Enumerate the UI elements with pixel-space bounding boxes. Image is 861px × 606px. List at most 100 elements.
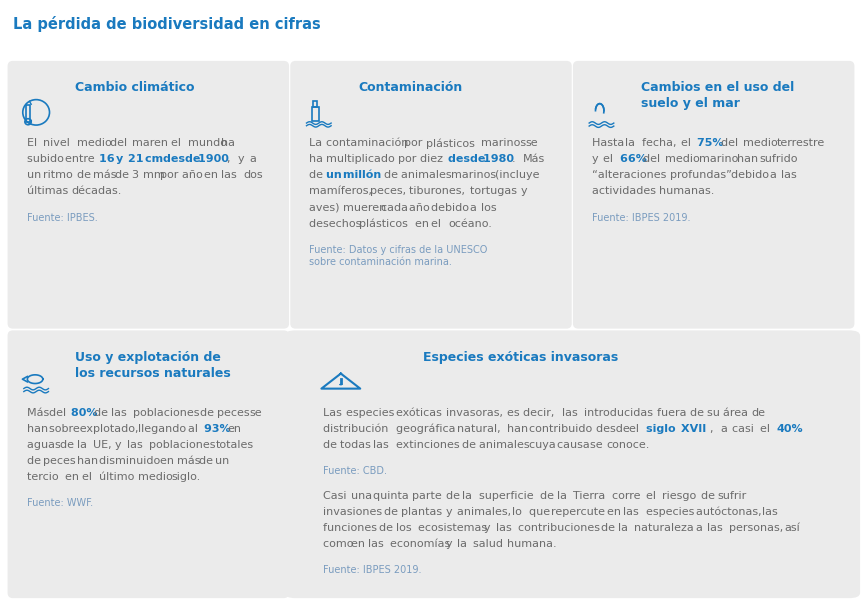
Text: un: un <box>215 456 229 466</box>
Text: funciones: funciones <box>323 523 381 533</box>
Text: actividades: actividades <box>592 187 659 196</box>
Text: entre: entre <box>65 154 98 164</box>
Text: Cambios en el uso del
suelo y el mar: Cambios en el uso del suelo y el mar <box>640 81 793 110</box>
Text: cm: cm <box>146 154 167 164</box>
Text: economías: economías <box>389 539 453 549</box>
Text: un: un <box>27 170 44 181</box>
Text: a: a <box>695 523 705 533</box>
Text: Fuente: WWF.: Fuente: WWF. <box>27 499 92 508</box>
Text: de: de <box>384 170 401 181</box>
Text: cada: cada <box>381 202 412 213</box>
Text: contribuciones: contribuciones <box>517 523 603 533</box>
Text: y: y <box>445 507 455 517</box>
Text: ecosistemas: ecosistemas <box>418 523 490 533</box>
Text: la: la <box>77 440 90 450</box>
Text: tercio: tercio <box>27 472 62 482</box>
Text: de: de <box>461 440 480 450</box>
Text: por: por <box>159 170 182 181</box>
Text: en: en <box>204 170 221 181</box>
Text: repercute: repercute <box>550 507 608 517</box>
Text: especies: especies <box>645 507 697 517</box>
Text: han: han <box>27 424 51 434</box>
Text: de: de <box>750 408 765 418</box>
Text: naturaleza: naturaleza <box>634 523 697 533</box>
FancyBboxPatch shape <box>573 61 853 328</box>
Text: las: las <box>368 539 387 549</box>
Text: de: de <box>199 456 216 466</box>
Text: profundas”: profundas” <box>669 170 734 181</box>
Text: dos: dos <box>243 170 263 181</box>
Text: multiplicado: multiplicado <box>325 154 398 164</box>
Text: en: en <box>65 472 83 482</box>
Text: XVII: XVII <box>680 424 709 434</box>
Text: y: y <box>484 523 494 533</box>
Text: ha: ha <box>220 138 235 148</box>
Text: exóticas: exóticas <box>395 408 444 418</box>
Text: décadas.: décadas. <box>71 187 121 196</box>
Text: geográfica: geográfica <box>395 424 458 435</box>
Text: ,: , <box>226 154 234 164</box>
Text: millón: millón <box>343 170 385 181</box>
Text: conoce.: conoce. <box>606 440 649 450</box>
Text: aguas: aguas <box>27 440 64 450</box>
Text: en: en <box>350 539 369 549</box>
Text: subido: subido <box>27 154 67 164</box>
Text: Uso y explotación de
los recursos naturales: Uso y explotación de los recursos natura… <box>75 351 231 380</box>
Text: el: el <box>759 424 772 434</box>
Text: las: las <box>561 408 581 418</box>
Bar <box>313 101 317 107</box>
Text: es: es <box>506 408 522 418</box>
Text: las: las <box>623 507 641 517</box>
Text: siglo.: siglo. <box>170 472 200 482</box>
Text: de: de <box>59 440 77 450</box>
Text: del: del <box>49 408 69 418</box>
Text: de: de <box>94 408 112 418</box>
Text: el: el <box>629 424 641 434</box>
Text: de: de <box>115 170 133 181</box>
FancyBboxPatch shape <box>284 330 859 598</box>
Text: la: la <box>624 138 638 148</box>
Text: 16: 16 <box>99 154 118 164</box>
Text: medio: medio <box>742 138 780 148</box>
Text: el: el <box>82 472 96 482</box>
Text: superficie: superficie <box>479 491 536 501</box>
Text: decir,: decir, <box>523 408 558 418</box>
Text: plantas: plantas <box>400 507 445 517</box>
Text: causa: causa <box>556 440 592 450</box>
Text: riesgo: riesgo <box>661 491 699 501</box>
Text: la: la <box>456 539 469 549</box>
Text: las: las <box>127 440 146 450</box>
Text: y: y <box>116 154 127 164</box>
Text: marino: marino <box>697 154 740 164</box>
Text: invasiones: invasiones <box>323 507 386 517</box>
Text: desde: desde <box>595 424 632 434</box>
Text: casi: casi <box>731 424 757 434</box>
FancyBboxPatch shape <box>290 61 571 328</box>
Text: 40%: 40% <box>776 424 802 434</box>
Text: diez: diez <box>420 154 446 164</box>
Text: natural,: natural, <box>456 424 503 434</box>
Text: Fuente: IBPES 2019.: Fuente: IBPES 2019. <box>592 213 690 223</box>
Text: de: de <box>384 507 401 517</box>
Text: Fuente: Datos y cifras de la UNESCO
sobre contaminación marina.: Fuente: Datos y cifras de la UNESCO sobr… <box>309 245 487 267</box>
Text: .: . <box>511 154 519 164</box>
Text: siglo: siglo <box>645 424 678 434</box>
Text: Fuente: CBD.: Fuente: CBD. <box>323 466 387 476</box>
Text: Fuente: IBPES 2019.: Fuente: IBPES 2019. <box>323 565 421 575</box>
Text: 75%: 75% <box>697 138 727 148</box>
Text: marinos: marinos <box>450 170 499 181</box>
Text: parte: parte <box>412 491 445 501</box>
Text: de: de <box>445 491 462 501</box>
Text: personas,: personas, <box>728 523 786 533</box>
Text: La pérdida de biodiversidad en cifras: La pérdida de biodiversidad en cifras <box>13 16 320 32</box>
Text: extinciones: extinciones <box>395 440 462 450</box>
Text: del: del <box>109 138 130 148</box>
Text: fecha,: fecha, <box>641 138 679 148</box>
FancyBboxPatch shape <box>8 61 288 328</box>
Text: se: se <box>525 138 538 148</box>
Text: y: y <box>238 154 248 164</box>
Text: se: se <box>250 408 263 418</box>
Text: contribuido: contribuido <box>529 424 595 434</box>
Text: plásticos: plásticos <box>425 138 478 148</box>
Text: tortugas: tortugas <box>470 187 520 196</box>
